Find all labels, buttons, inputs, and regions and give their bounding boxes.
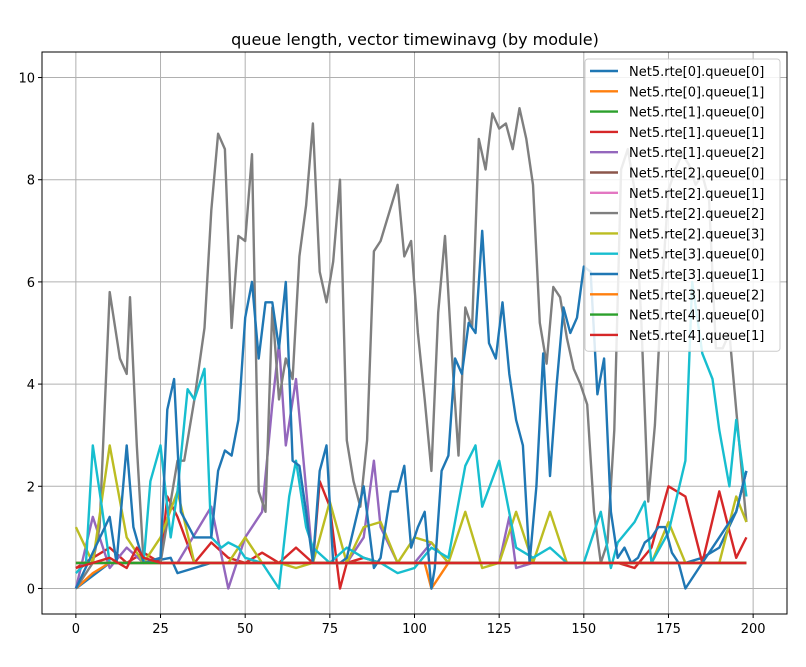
legend-label: Net5.rte[2].queue[0]: [629, 167, 764, 182]
legend-label: Net5.rte[3].queue[2]: [629, 288, 764, 303]
legend-label: Net5.rte[1].queue[0]: [629, 106, 764, 121]
y-tick-label: 4: [27, 378, 35, 393]
legend: Net5.rte[0].queue[0] Net5.rte[0].queue[1]…: [584, 58, 781, 352]
x-tick-label: 25: [152, 622, 169, 637]
x-tick-label: 200: [741, 622, 766, 637]
chart-title: queue length, vector timewinavg (by modu…: [231, 30, 599, 49]
legend-label: Net5.rte[0].queue[0]: [629, 65, 764, 80]
series-layer: [74, 106, 748, 590]
legend-label: Net5.rte[4].queue[1]: [629, 329, 764, 344]
legend-label: Net5.rte[4].queue[0]: [629, 309, 764, 324]
series-line-10: [74, 229, 748, 590]
y-tick-label: 0: [27, 582, 35, 597]
x-tick-label: 0: [72, 622, 80, 637]
x-tick-label: 125: [487, 622, 512, 637]
legend-label: Net5.rte[2].queue[2]: [629, 207, 764, 222]
x-tick-label: 50: [237, 622, 254, 637]
y-tick-label: 6: [27, 276, 35, 291]
legend-label: Net5.rte[3].queue[1]: [629, 268, 764, 283]
y-tick-label: 2: [27, 480, 35, 495]
x-tick-label: 175: [656, 622, 681, 637]
legend-label: Net5.rte[1].queue[2]: [629, 146, 764, 161]
x-tick-label: 75: [322, 622, 339, 637]
y-tick-label: 8: [27, 174, 35, 189]
legend-label: Net5.rte[3].queue[0]: [629, 248, 764, 263]
legend-box: [584, 58, 781, 352]
ticks: 0 25 50 75 100 125 150 175 200 0 2 4 6 8 10: [18, 72, 765, 637]
x-tick-label: 100: [402, 622, 427, 637]
x-tick-label: 150: [571, 622, 596, 637]
legend-label: Net5.rte[2].queue[1]: [629, 187, 764, 202]
y-tick-label: 10: [18, 72, 35, 87]
legend-label: Net5.rte[2].queue[3]: [629, 227, 764, 242]
legend-label: Net5.rte[1].queue[1]: [629, 126, 764, 141]
legend-label: Net5.rte[0].queue[1]: [629, 85, 764, 100]
series-line-13: [75, 546, 747, 570]
